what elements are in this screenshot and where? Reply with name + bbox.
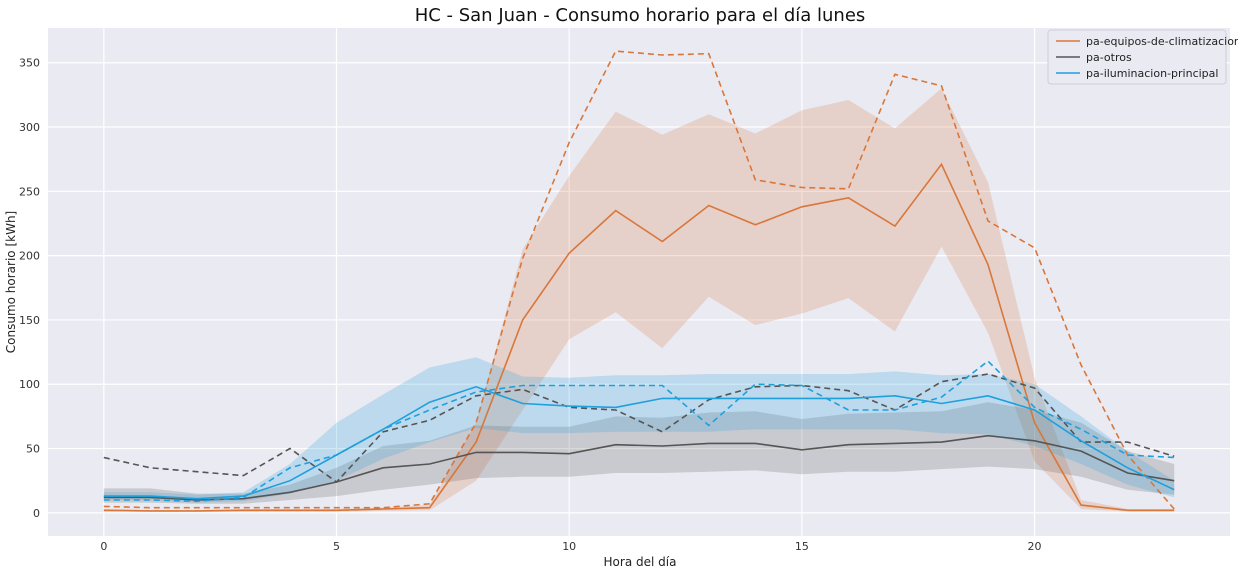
x-tick-labels: 0 5 10 15 20 <box>100 540 1041 553</box>
y-tick-label: 100 <box>19 378 40 391</box>
dashed-line-series-2 <box>103 360 1175 503</box>
y-tick-label: 50 <box>26 443 40 456</box>
y-tick-label: 300 <box>19 121 40 134</box>
x-tick-label: 0 <box>100 540 107 553</box>
legend-label-iluminacion: pa-iluminacion-principal <box>1086 67 1218 80</box>
band-series-1 <box>103 402 1175 504</box>
mean-line-series-1 <box>103 434 1175 501</box>
x-tick-label: 15 <box>795 540 809 553</box>
plot-background <box>48 28 1230 536</box>
confidence-bands <box>103 88 1175 512</box>
band-series-2 <box>103 357 1175 503</box>
legend: pa-equipos-de-climatizacion pa-otros pa-… <box>1047 29 1238 85</box>
legend-label-climatizacion: pa-equipos-de-climatizacion <box>1086 35 1238 48</box>
x-axis-label: Hora del día <box>604 555 677 569</box>
grid-lines <box>48 28 1230 536</box>
x-tick-label: 10 <box>562 540 576 553</box>
legend-box <box>1047 29 1227 85</box>
y-tick-label: 350 <box>19 57 40 70</box>
mean-line-series-0 <box>103 162 1175 512</box>
y-axis-label: Consumo horario [kWh] <box>4 211 18 353</box>
y-tick-label: 250 <box>19 185 40 198</box>
y-tick-labels: 0 50 100 150 200 250 300 350 <box>19 57 40 520</box>
band-series-0 <box>103 88 1175 512</box>
y-tick-label: 150 <box>19 314 40 327</box>
y-tick-label: 200 <box>19 250 40 263</box>
series-lines <box>103 50 1175 512</box>
x-tick-label: 20 <box>1028 540 1042 553</box>
chart-title: HC - San Juan - Consumo horario para el … <box>415 5 866 26</box>
dashed-line-series-1 <box>103 373 1175 484</box>
mean-line-series-2 <box>103 385 1175 500</box>
x-tick-label: 5 <box>333 540 340 553</box>
dashed-line-series-0 <box>103 50 1175 510</box>
y-tick-label: 0 <box>33 507 40 520</box>
legend-label-otros: pa-otros <box>1086 51 1132 64</box>
